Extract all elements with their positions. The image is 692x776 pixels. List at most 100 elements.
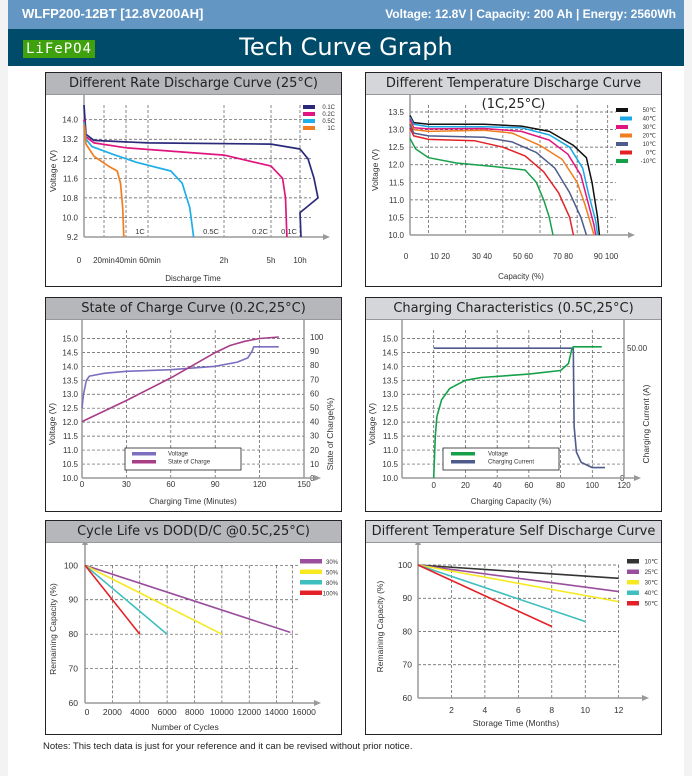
x-tick-label: 12 — [614, 705, 624, 715]
y2-tick-label: 10 — [310, 460, 319, 469]
y-tick-label: 10.0 — [382, 474, 398, 483]
footer-note: Notes: This tech data is just for your r… — [43, 741, 413, 752]
legend-label: 50℃ — [643, 108, 657, 114]
y-tick-label: 9.2 — [67, 233, 79, 242]
x-axis-label: Storage Time (Months) — [473, 718, 560, 728]
x-tick-label: 6 — [516, 705, 521, 715]
page-title: Tech Curve Graph — [239, 33, 453, 61]
x-axis-label: Charging Capacity (%) — [471, 497, 552, 506]
legend-swatch — [627, 601, 639, 606]
x-axis-arrow-icon — [634, 475, 641, 481]
x-tick-label: 0 — [404, 252, 409, 261]
x-axis-label: Capacity (%) — [498, 272, 544, 281]
legend-label: 0.2C — [322, 112, 335, 118]
x-tick-label: 6000 — [158, 707, 177, 717]
series-line-30% — [84, 564, 291, 634]
x-tick-label: 60 — [166, 480, 175, 489]
legend-swatch — [303, 105, 315, 109]
series-line-30℃ — [409, 118, 597, 236]
y-tick-label: 13.5 — [62, 376, 78, 385]
chart-self-discharge: 60 70 80 90 100 2 4 6 8 10 12 10℃ 25℃ 30℃ 40℃ 50℃ Storag… — [375, 543, 659, 728]
y2-tick-label: 30 — [310, 432, 319, 441]
y-tick-label: 11.6 — [63, 174, 79, 183]
legend-swatch — [303, 119, 315, 123]
y-axis-label: Voltage (V) — [370, 149, 380, 191]
series-line-30℃ — [417, 564, 619, 603]
y-tick-label: 13.0 — [382, 390, 398, 399]
chart-state-of-charge: 10.0 10.5 11.0 11.5 12.0 12.5 13.0 13.5 14.0 14.5… — [47, 320, 335, 506]
legend-swatch — [303, 112, 315, 116]
y-tick-label: 14.0 — [62, 116, 78, 125]
y-tick-label: 90 — [403, 593, 413, 603]
spec-summary: Voltage: 12.8V | Capacity: 200 Ah | Ener… — [385, 7, 676, 21]
series-line-80% — [84, 564, 168, 635]
y2-tick-label: 50.00 — [627, 344, 648, 353]
y-tick-label: 12.5 — [388, 143, 404, 152]
x-tick-label: 8000 — [185, 707, 204, 717]
series-line-State of Charge — [81, 336, 279, 423]
y-tick-label: 13.0 — [62, 390, 78, 399]
chart-rate-discharge: 9.210.010.811.612.413.214.01C 0.5C 0.2C 0.1… — [48, 95, 336, 283]
y-tick-label: 14.0 — [62, 362, 78, 371]
legend-label: 10℃ — [645, 560, 659, 566]
legend-swatch — [451, 452, 475, 456]
panel-rate-discharge: Different Rate Discharge Curve (25°C) 9.… — [45, 72, 342, 287]
panel-title: Different Temperature Discharge Curve (1… — [366, 73, 661, 112]
x-axis-label: Number of Cycles — [151, 722, 219, 732]
x-tick-label: 120 — [253, 480, 267, 489]
series-line-50℃ — [417, 564, 553, 628]
legend-label: 80% — [326, 581, 339, 587]
panel-charging-characteristics: Charging Characteristics (0.5C,25°C) 10.… — [365, 297, 662, 512]
x-tick-label: 40min — [115, 256, 137, 265]
series-line-10℃ — [417, 564, 619, 580]
curve-label: 1C — [135, 227, 145, 236]
y-tick-label: 15.0 — [62, 334, 78, 343]
legend-label: 0.1C — [322, 105, 335, 111]
series-line-50℃ — [409, 115, 601, 236]
legend-swatch — [616, 142, 628, 146]
legend-swatch — [616, 125, 628, 129]
legend-swatch — [620, 133, 632, 138]
series-line-Voltage — [81, 346, 279, 409]
curve-label: 0.5C — [203, 227, 219, 236]
x-tick-label: 0 — [431, 481, 436, 490]
legend-label: 50% — [326, 571, 339, 577]
legend-swatch — [627, 569, 639, 574]
x-tick-label: 4 — [483, 705, 488, 715]
y-tick-label: 14.0 — [382, 362, 398, 371]
y-tick-label: 90 — [69, 595, 79, 605]
y-tick-label: 10.0 — [62, 213, 78, 222]
legend-label: 0℃ — [646, 151, 656, 157]
legend-swatch — [300, 559, 322, 564]
y-tick-label: 14.5 — [382, 348, 398, 357]
x-tick-label: 30 40 — [472, 252, 493, 261]
y-axis-label: Remaining Capacity (%) — [375, 581, 385, 673]
y2-tick-label: 40 — [310, 418, 319, 427]
x-tick-label: 5h — [267, 256, 276, 265]
y-tick-label: 80 — [403, 626, 413, 636]
legend-label: State of Charge — [168, 460, 211, 466]
legend-swatch — [132, 452, 156, 456]
y-axis-label: Voltage (V) — [367, 403, 377, 445]
y-tick-label: 15.0 — [382, 334, 398, 343]
panel-self-discharge: Different Temperature Self Discharge Cur… — [365, 520, 662, 735]
legend-swatch — [451, 460, 475, 464]
legend-swatch — [300, 590, 322, 595]
legend-swatch — [132, 460, 156, 464]
x-tick-label: 0 — [85, 707, 90, 717]
legend-label: 25℃ — [645, 570, 659, 576]
y-tick-label: 60 — [403, 693, 413, 703]
legend-label: 20℃ — [643, 134, 657, 140]
legend-label: Charging Current — [488, 460, 534, 466]
x-tick-label: 0 — [77, 256, 82, 265]
y-tick-label: 100 — [64, 560, 78, 570]
y2-tick-label: 20 — [310, 446, 319, 455]
series-line-50% — [84, 564, 223, 635]
y-tick-label: 13.5 — [382, 376, 398, 385]
y-tick-label: 12.5 — [62, 404, 78, 413]
y2-tick-label: 80 — [310, 361, 319, 370]
model-name: WLFP200-12BT [12.8V200AH] — [22, 6, 204, 21]
x-tick-label: 100 — [586, 481, 600, 490]
legend-label: Voltage — [168, 452, 189, 458]
x-tick-label: 90 — [211, 480, 220, 489]
